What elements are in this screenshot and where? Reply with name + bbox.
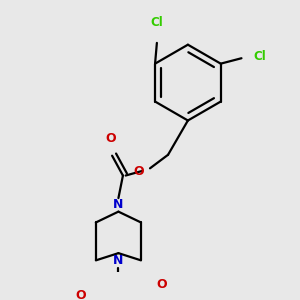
- Text: O: O: [133, 164, 144, 178]
- Text: N: N: [113, 198, 124, 211]
- Text: O: O: [75, 289, 86, 300]
- Text: O: O: [105, 132, 116, 145]
- Text: O: O: [156, 278, 167, 291]
- Text: N: N: [113, 254, 124, 267]
- Text: Cl: Cl: [151, 16, 163, 29]
- Text: Cl: Cl: [253, 50, 266, 63]
